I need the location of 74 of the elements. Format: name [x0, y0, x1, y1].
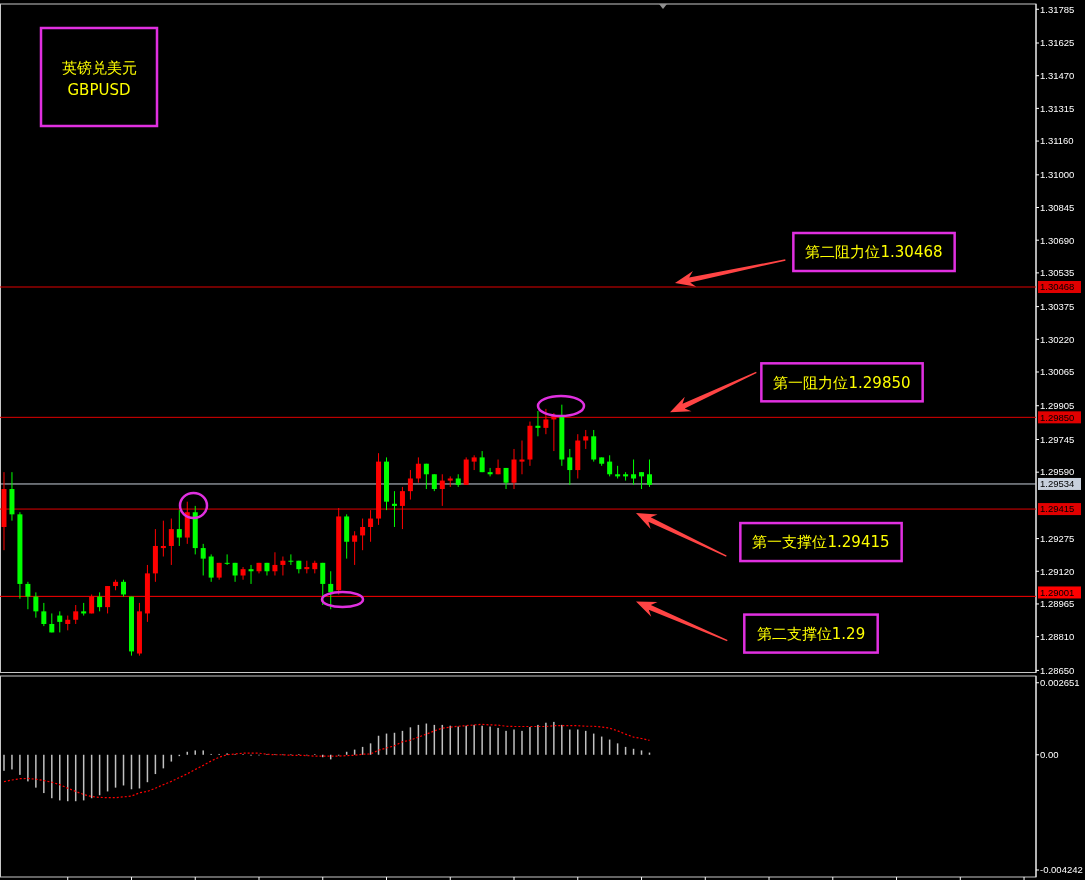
candlestick	[631, 459, 637, 486]
candlestick	[248, 564, 254, 585]
candlestick	[543, 408, 549, 435]
ref-line-label: 1.30468	[1040, 281, 1075, 293]
candlestick	[391, 490, 397, 528]
y-tick-label: 1.29905	[1040, 400, 1075, 412]
candlestick	[423, 463, 429, 490]
y-tick-label: 1.29590	[1040, 466, 1075, 478]
candlestick	[73, 604, 79, 625]
y-tick-label: 1.31785	[1040, 3, 1075, 15]
candlestick	[368, 509, 374, 543]
y-tick-label: 1.30220	[1040, 333, 1075, 345]
annotation: 第一支撑位1.29415	[752, 533, 890, 552]
y-tick-label: 1.28965	[1040, 598, 1075, 610]
ref-line-label: 1.29850	[1040, 411, 1075, 423]
candlestick	[607, 454, 613, 477]
candlestick	[511, 448, 517, 490]
candlestick	[399, 486, 405, 530]
y-tick-label: 1.31160	[1040, 135, 1074, 147]
candlestick	[487, 467, 493, 477]
candlestick	[57, 610, 63, 633]
candlestick	[288, 553, 294, 566]
y-tick-label: 1.30375	[1040, 300, 1075, 312]
candlestick	[176, 509, 182, 547]
candlestick	[160, 520, 166, 558]
candlestick	[224, 553, 230, 566]
y-tick-label: -0.004242	[1040, 864, 1083, 876]
candlestick	[583, 429, 589, 450]
candlestick	[407, 469, 413, 501]
candlestick	[280, 556, 286, 576]
candlestick	[439, 473, 445, 507]
candlestick	[240, 566, 246, 581]
candlestick	[168, 518, 174, 566]
candlestick	[200, 543, 206, 576]
y-tick-label: 1.29275	[1040, 532, 1075, 544]
candlestick	[25, 581, 31, 610]
candlestick	[567, 448, 573, 486]
candlestick	[535, 410, 541, 437]
y-tick-label: 1.31000	[1040, 169, 1075, 181]
y-tick-label: 1.29745	[1040, 433, 1075, 445]
annotation: 第二阻力位1.30468	[805, 243, 943, 262]
candlestick	[328, 570, 334, 610]
text: GBPUSD	[67, 81, 131, 100]
candlestick	[41, 602, 47, 627]
y-tick-label: 1.31625	[1040, 37, 1075, 49]
text: 英镑兑美元	[61, 59, 137, 78]
y-tick-label: 1.30845	[1040, 201, 1075, 213]
candlestick	[646, 459, 652, 488]
candlestick	[208, 553, 214, 583]
candlestick	[97, 591, 103, 612]
annotation: 第二支撑位1.29	[756, 624, 866, 643]
y-tick-label: 1.31315	[1040, 102, 1075, 114]
annotation: 第一阻力位1.29850	[773, 373, 911, 392]
y-tick-label: 1.30690	[1040, 234, 1075, 246]
y-tick-label: 1.31470	[1040, 70, 1075, 82]
candlestick	[352, 530, 358, 566]
y-tick-label: 0.00	[1040, 749, 1059, 761]
candlestick	[519, 440, 525, 475]
y-tick-label: 1.28650	[1040, 664, 1075, 676]
y-tick-label: 1.29120	[1040, 565, 1075, 577]
candlestick	[591, 429, 597, 463]
ref-line-label: 1.29534	[1040, 478, 1075, 490]
candlestick	[33, 591, 39, 619]
ref-line-label: 1.29415	[1040, 503, 1075, 515]
candlestick	[415, 456, 421, 484]
candlestick	[360, 518, 366, 551]
line-series	[3, 723, 651, 799]
y-tick-label: 1.30535	[1040, 267, 1075, 279]
y-tick-label: 1.28810	[1040, 630, 1075, 642]
candlestick	[495, 459, 501, 475]
y-tick-label: 0.002651	[1040, 677, 1080, 689]
y-tick-label: 1.30065	[1040, 366, 1075, 378]
ref-line-label: 1.29001	[1040, 586, 1075, 598]
candlestick	[272, 551, 278, 576]
